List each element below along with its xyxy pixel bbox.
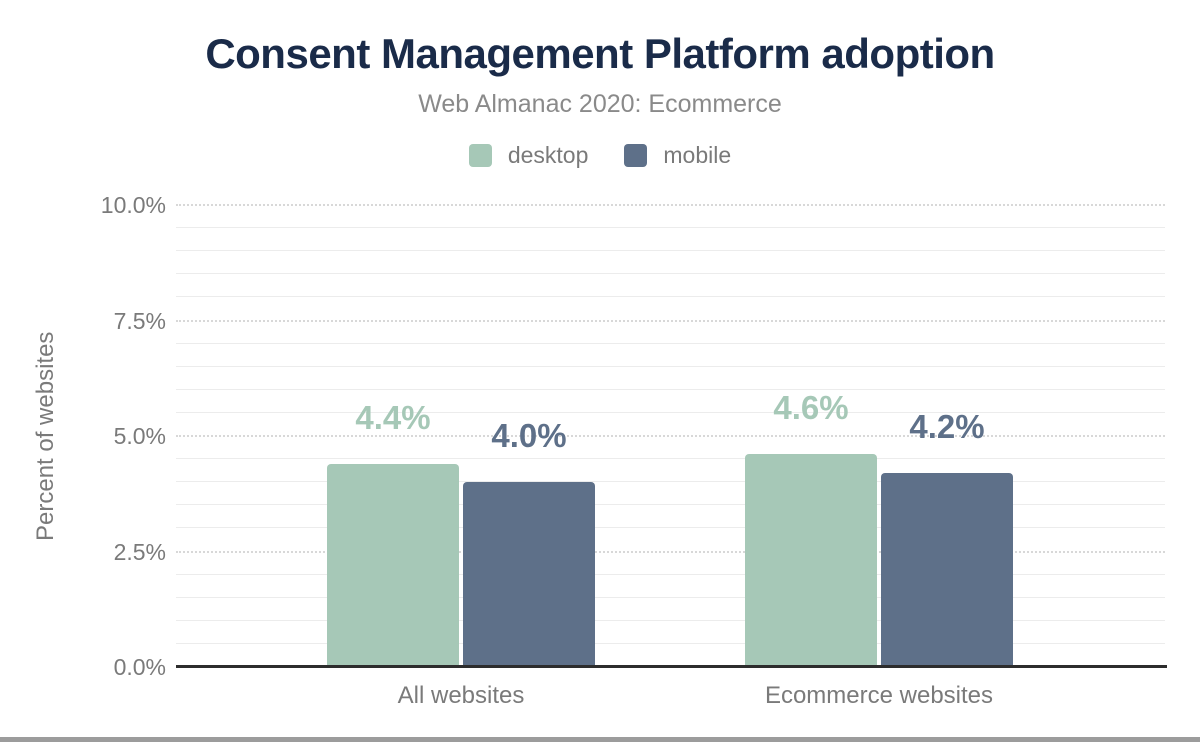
y-tick-label: 7.5%	[113, 307, 166, 334]
minor-gridline	[176, 458, 1165, 460]
chart-subtitle: Web Almanac 2020: Ecommerce	[418, 90, 782, 118]
bar-mobile-ecommerce-websites[interactable]	[881, 472, 1013, 667]
value-label-desktop: 4.6%	[773, 389, 849, 427]
legend-label: mobile	[663, 142, 732, 168]
y-tick-label: 10.0%	[100, 192, 166, 218]
y-tick-label: 0.0%	[113, 654, 166, 680]
minor-gridline	[176, 250, 1165, 252]
minor-gridline	[176, 481, 1165, 483]
minor-gridline	[176, 227, 1165, 229]
legend-label: desktop	[507, 142, 589, 168]
minor-gridline	[176, 573, 1165, 575]
value-label-desktop: 4.4%	[355, 398, 431, 436]
chart-title: Consent Management Platform adoption	[205, 30, 995, 77]
legend-item-desktop[interactable]: desktop	[468, 142, 589, 169]
major-gridline	[176, 435, 1165, 437]
minor-gridline	[176, 365, 1165, 367]
minor-gridline	[176, 342, 1165, 344]
major-gridline	[176, 319, 1165, 322]
x-axis-category-label: Ecommerce websites	[764, 682, 994, 709]
minor-gridline	[176, 411, 1165, 413]
legend: desktop mobile	[0, 142, 1200, 169]
x-axis-category-label: All websites	[397, 682, 525, 709]
minor-gridline	[176, 596, 1165, 598]
major-gridline	[176, 550, 1165, 553]
minor-gridline	[176, 619, 1165, 621]
horizontal-scrollbar[interactable]	[0, 737, 1200, 742]
value-label-mobile: 4.0%	[491, 417, 567, 455]
major-gridline	[176, 204, 1165, 206]
minor-gridline	[176, 296, 1165, 298]
minor-gridline	[176, 527, 1165, 529]
minor-gridline	[176, 388, 1165, 390]
bar-desktop-all-websites[interactable]	[327, 463, 459, 667]
minor-gridline	[176, 504, 1165, 506]
minor-gridline	[176, 642, 1165, 644]
bar-desktop-ecommerce-websites[interactable]	[745, 454, 877, 667]
legend-item-mobile[interactable]: mobile	[624, 142, 731, 169]
y-tick-label: 5.0%	[113, 423, 166, 449]
minor-gridline	[176, 273, 1165, 275]
value-label-mobile: 4.2%	[909, 407, 985, 445]
y-tick-label: 2.5%	[113, 538, 166, 565]
x-axis-line	[176, 665, 1167, 668]
legend-swatch-desktop	[468, 144, 492, 167]
legend-swatch-mobile	[624, 144, 648, 167]
bar-mobile-all-websites[interactable]	[463, 482, 595, 667]
